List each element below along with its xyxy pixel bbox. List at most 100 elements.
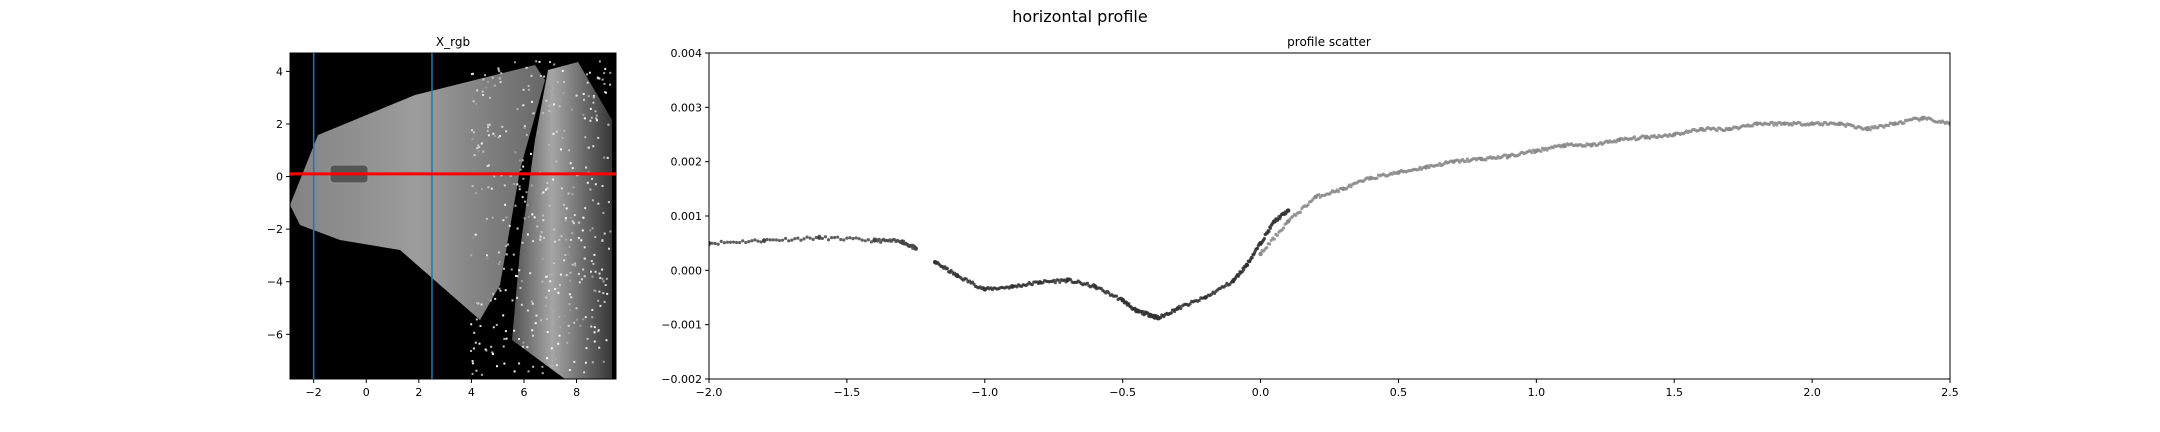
image-speckle <box>545 317 548 320</box>
image-speckle <box>565 207 568 210</box>
scatter-point <box>811 237 815 241</box>
right-x-tick-label: −1.0 <box>971 386 998 399</box>
scatter-point <box>836 235 840 239</box>
image-speckle <box>586 181 589 184</box>
image-speckle <box>492 292 495 295</box>
scatter-point <box>1306 203 1310 207</box>
scatter-point <box>802 237 806 241</box>
image-speckle <box>558 105 561 108</box>
image-speckle <box>487 123 489 126</box>
image-speckle <box>554 240 556 243</box>
right-y-tick-label: −0.001 <box>661 319 702 332</box>
image-speckle <box>525 191 528 194</box>
scatter-point <box>1250 256 1254 260</box>
scatter-point <box>1085 281 1090 285</box>
image-speckle <box>578 281 581 284</box>
scatter-point <box>1715 129 1719 133</box>
image-speckle <box>592 95 595 97</box>
scatter-point <box>1114 294 1119 298</box>
image-speckle <box>564 219 567 222</box>
scatter-point <box>845 236 849 240</box>
scatter-point <box>1349 185 1353 189</box>
image-speckle <box>492 326 495 329</box>
image-speckle <box>599 304 602 307</box>
scatter-point <box>768 238 772 242</box>
scatter-point <box>747 239 751 244</box>
scatter-point <box>981 285 985 290</box>
image-speckle <box>470 350 472 352</box>
image-speckle <box>505 253 508 256</box>
image-speckle <box>566 274 569 277</box>
image-speckle <box>524 200 526 203</box>
scatter-point <box>1770 120 1774 125</box>
scatter-point <box>857 237 861 241</box>
scatter-point <box>713 241 717 246</box>
image-speckle <box>575 318 578 321</box>
image-speckle <box>493 84 496 87</box>
scatter-point <box>823 235 828 239</box>
left-y-tick-label: 2 <box>276 118 283 131</box>
scatter-point <box>1255 246 1260 251</box>
scatter-points <box>709 115 1950 321</box>
image-speckle <box>529 272 532 275</box>
image-speckle <box>597 330 600 333</box>
image-speckle <box>592 101 595 104</box>
image-speckle <box>549 351 551 354</box>
image-speckle <box>604 67 607 70</box>
left-y-tick-label: 0 <box>276 171 283 184</box>
scatter-point <box>1107 291 1111 295</box>
scatter-point <box>731 240 736 244</box>
image-speckle <box>545 282 548 285</box>
scatter-point <box>774 238 779 242</box>
image-speckle <box>531 213 534 216</box>
right-x-ticks: −2.0 −1.5 −1.0 −0.5 0.0 0.5 1.0 1.5 2.0 2.5 <box>696 379 1959 399</box>
image-speckle <box>541 280 544 283</box>
scatter-point <box>869 240 874 244</box>
left-x-tick-label: 4 <box>468 386 475 399</box>
image-speckle <box>583 275 586 278</box>
image-speckle <box>568 303 571 306</box>
image-speckle <box>503 267 505 270</box>
right-x-tick-label: −2.0 <box>696 386 723 399</box>
image-speckle <box>601 277 604 280</box>
image-speckle <box>485 86 488 89</box>
image-speckle <box>521 159 524 162</box>
image-speckle <box>478 342 481 345</box>
image-speckle <box>540 231 543 234</box>
image-speckle <box>553 91 556 94</box>
image-speckle <box>584 316 587 319</box>
image-speckle <box>521 196 524 199</box>
image-speckle <box>549 280 552 283</box>
image-speckle <box>546 181 549 184</box>
image-speckle <box>583 98 585 101</box>
image-speckle <box>579 324 582 327</box>
scatter-point <box>1064 280 1068 284</box>
image-speckle <box>518 338 520 340</box>
image-speckle <box>558 238 561 241</box>
image-speckle <box>594 236 597 238</box>
image-speckle <box>518 362 521 365</box>
scatter-point <box>1030 282 1034 287</box>
image-speckle <box>523 126 526 129</box>
image-speckle <box>526 204 529 207</box>
image-speckle <box>558 284 561 287</box>
image-speckle <box>472 100 475 103</box>
image-speckle <box>593 340 596 343</box>
image-speckle <box>570 108 573 111</box>
image-speckle <box>475 102 478 105</box>
scatter-point <box>777 238 782 243</box>
scatter-point <box>1052 278 1056 283</box>
image-speckle <box>503 362 506 365</box>
scatter-point <box>799 238 803 242</box>
scatter-point <box>1902 121 1906 125</box>
left-y-tick-label: −6 <box>267 328 283 341</box>
image-speckle <box>488 123 491 126</box>
image-speckle <box>572 222 575 225</box>
scatter-point <box>722 241 726 245</box>
image-speckle <box>552 178 555 181</box>
image-speckle <box>473 154 476 157</box>
image-speckle <box>557 342 560 345</box>
scatter-point <box>765 237 769 242</box>
image-speckle <box>594 110 597 113</box>
image-speckle <box>609 83 612 86</box>
